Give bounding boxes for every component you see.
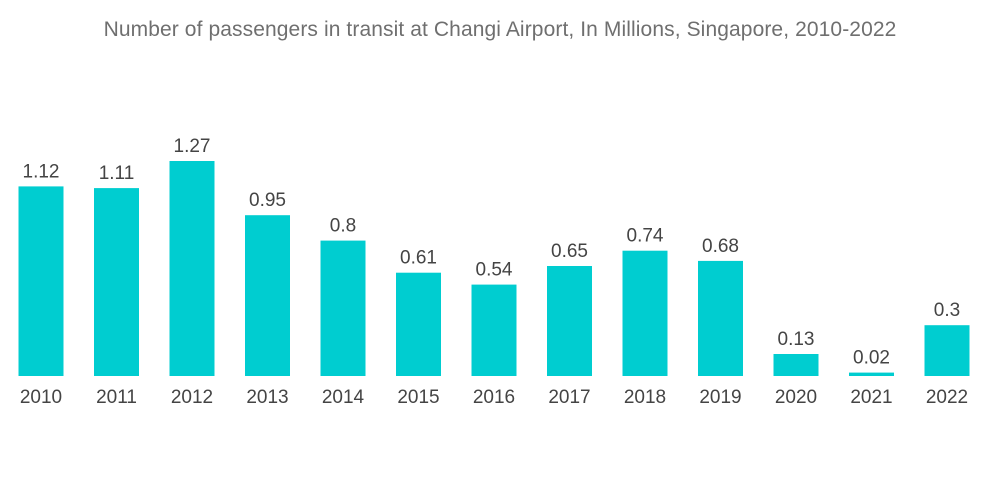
bar-2013: [245, 215, 290, 376]
bar-2017: [547, 266, 592, 376]
value-label-2019: 0.68: [702, 236, 739, 257]
x-tick-label-2020: 2020: [775, 387, 817, 408]
x-tick-label-2014: 2014: [322, 387, 365, 408]
bar-2021: [849, 372, 894, 376]
x-tick-label-2019: 2019: [699, 387, 741, 408]
x-tick-label-2010: 2010: [20, 387, 62, 408]
x-tick-label-2017: 2017: [548, 387, 590, 408]
bar-2022: [924, 325, 970, 376]
bar-2010: [18, 186, 64, 376]
value-label-2020: 0.13: [778, 329, 815, 350]
x-tick-label-2016: 2016: [473, 387, 515, 408]
bar-2020: [773, 354, 819, 376]
x-tick-label-2018: 2018: [624, 387, 666, 408]
bar-2018: [622, 250, 668, 376]
x-tick-label-2015: 2015: [397, 387, 439, 408]
x-tick-label-2013: 2013: [246, 387, 288, 408]
x-tick-label-2021: 2021: [850, 387, 892, 408]
bar-2015: [396, 272, 441, 376]
value-label-2015: 0.61: [400, 248, 437, 269]
value-label-2010: 1.12: [23, 161, 60, 182]
bar-2016: [471, 284, 517, 376]
x-tick-label-2012: 2012: [171, 387, 213, 408]
value-label-2011: 1.11: [99, 163, 135, 184]
value-label-2016: 0.54: [476, 260, 513, 281]
bar-2012: [169, 161, 215, 376]
bar-2019: [698, 260, 743, 376]
value-label-2012: 1.27: [174, 136, 211, 157]
value-label-2021: 0.02: [853, 348, 890, 369]
chart-title: Number of passengers in transit at Chang…: [103, 18, 897, 41]
x-tick-label-2011: 2011: [96, 387, 137, 408]
value-label-2013: 0.95: [249, 190, 286, 211]
value-label-2017: 0.65: [551, 241, 588, 262]
bar-2011: [94, 188, 139, 376]
value-label-2022: 0.3: [934, 300, 960, 321]
bar-2014: [320, 240, 366, 376]
x-tick-label-2022: 2022: [926, 387, 968, 408]
value-label-2014: 0.8: [330, 216, 356, 237]
value-label-2018: 0.74: [627, 226, 664, 247]
